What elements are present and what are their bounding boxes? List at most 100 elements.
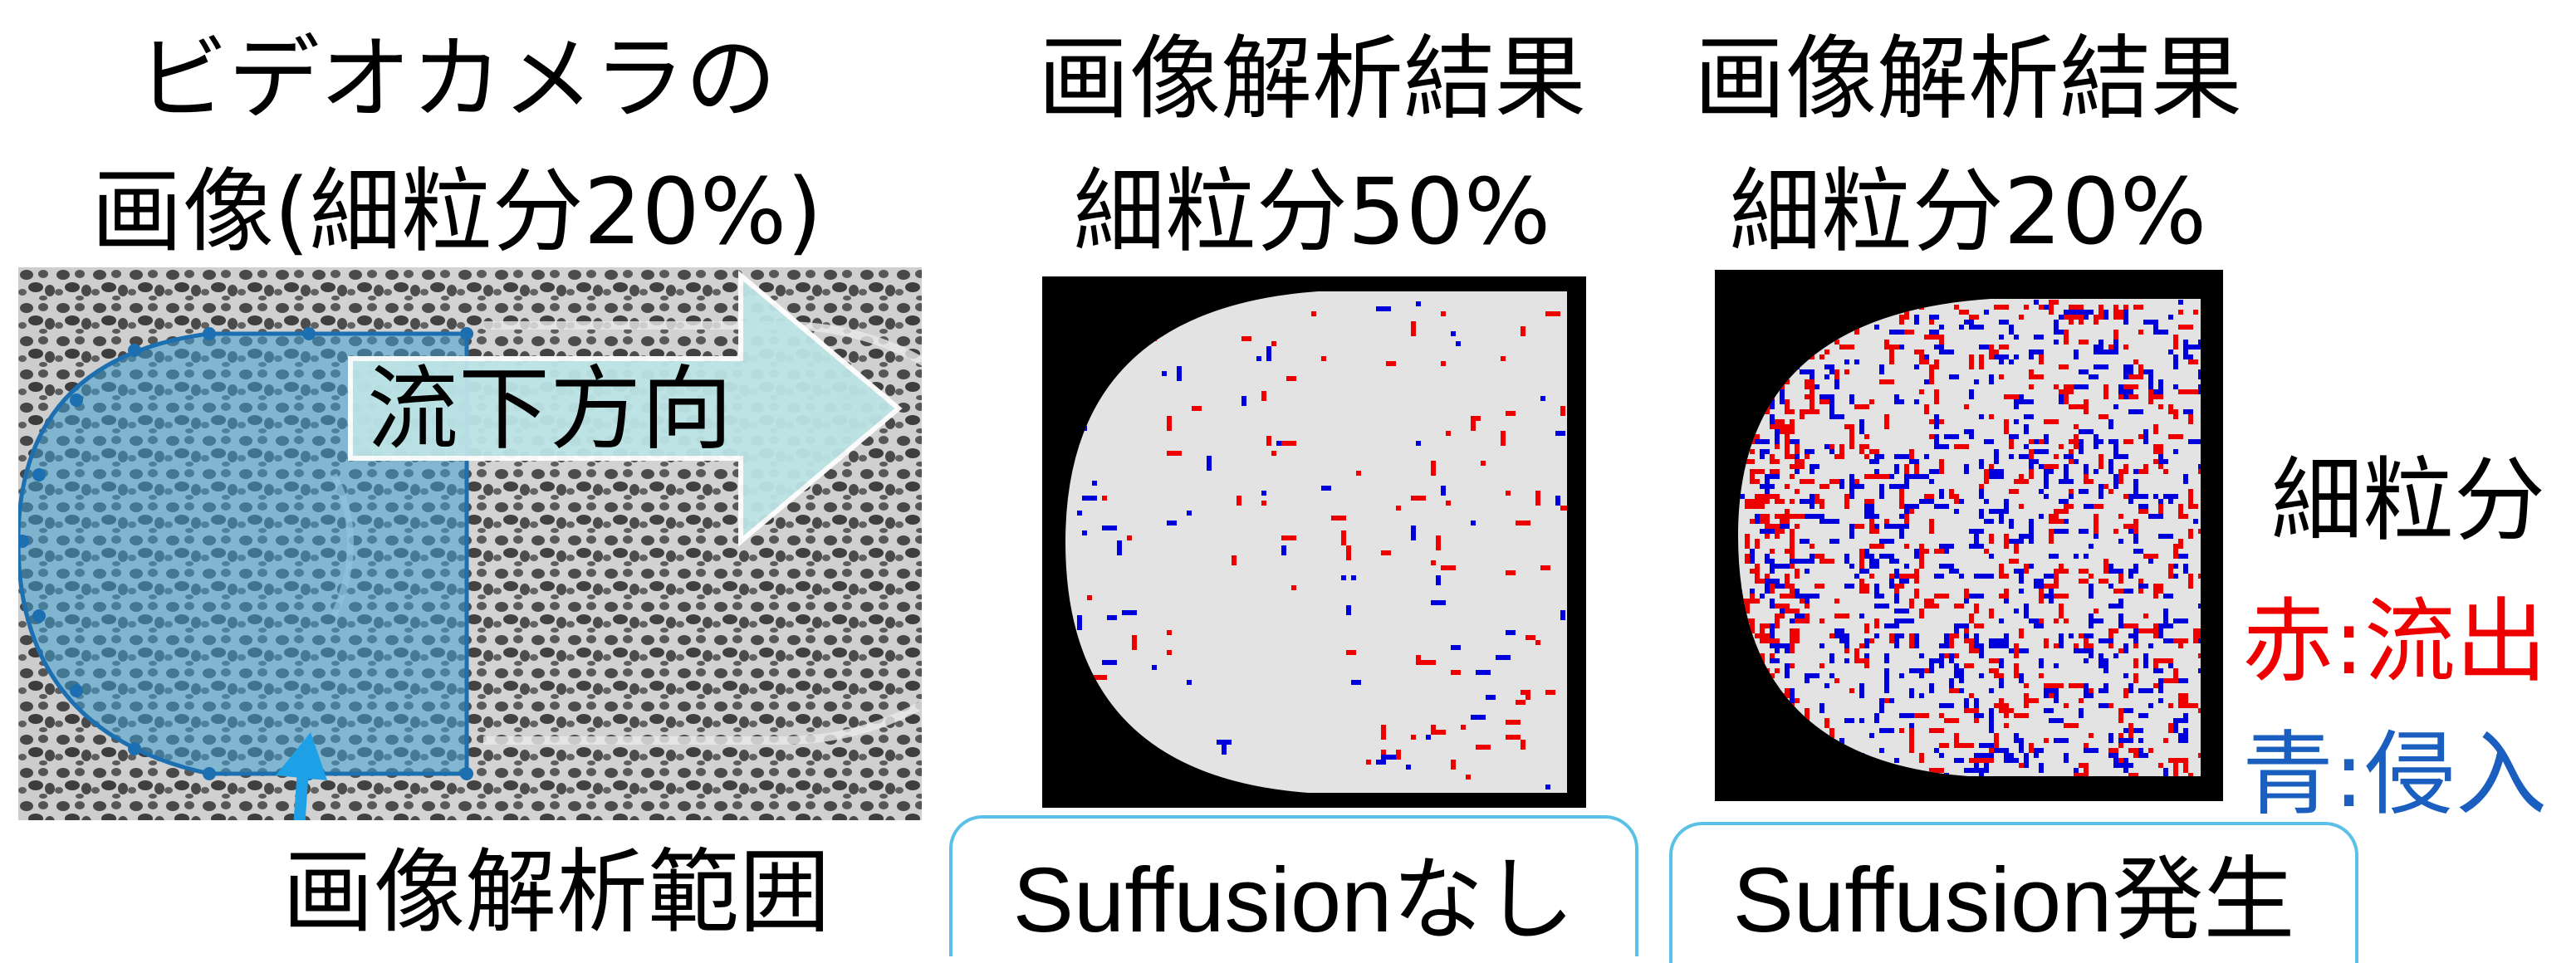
outflow-pixel bbox=[1919, 359, 1929, 364]
inflow-pixel bbox=[1152, 665, 1157, 670]
outflow-pixel bbox=[1745, 534, 1750, 549]
inflow-pixel bbox=[2049, 554, 2059, 559]
right-title-line2: 細粒分20% bbox=[1729, 159, 2207, 265]
inflow-pixel bbox=[1894, 569, 1899, 579]
outflow-pixel bbox=[1755, 579, 1770, 584]
outflow-pixel bbox=[1790, 628, 1795, 638]
outflow-pixel bbox=[1795, 628, 1800, 643]
inflow-pixel bbox=[1829, 653, 1834, 663]
inflow-pixel bbox=[1979, 768, 1984, 776]
inflow-pixel bbox=[2084, 554, 2089, 559]
outflow-pixel bbox=[2089, 688, 2094, 693]
outflow-pixel bbox=[1506, 720, 1521, 725]
outflow-pixel bbox=[1979, 354, 1984, 369]
inflow-pixel bbox=[1810, 494, 1814, 509]
outflow-pixel bbox=[1964, 638, 1969, 643]
inflow-pixel bbox=[2029, 354, 2034, 359]
inflow-pixel bbox=[2118, 599, 2123, 604]
outflow-pixel bbox=[2118, 713, 2123, 718]
inflow-pixel bbox=[2158, 379, 2163, 394]
inflow-pixel bbox=[1217, 740, 1232, 745]
outflow-pixel bbox=[1431, 725, 1436, 730]
inflow-pixel bbox=[2024, 753, 2029, 768]
outflow-pixel bbox=[1545, 311, 1560, 316]
inflow-pixel bbox=[2143, 653, 2148, 668]
inflow-pixel bbox=[1780, 609, 1785, 613]
outflow-pixel bbox=[1904, 544, 1909, 549]
outflow-pixel bbox=[1281, 535, 1296, 540]
outflow-pixel bbox=[1924, 404, 1929, 414]
inflow-pixel bbox=[2158, 623, 2163, 638]
inflow-pixel bbox=[1834, 628, 1839, 638]
outflow-pixel bbox=[1540, 565, 1550, 570]
outflow-pixel bbox=[1271, 341, 1276, 346]
outflow-pixel bbox=[1949, 494, 1959, 499]
inflow-pixel bbox=[2133, 549, 2143, 554]
outflow-pixel bbox=[1740, 599, 1755, 604]
inflow-pixel bbox=[1989, 688, 1994, 693]
inflow-pixel bbox=[2014, 399, 2019, 404]
inflow-pixel bbox=[1999, 678, 2004, 688]
inflow-pixel bbox=[1904, 564, 1909, 569]
outflow-pixel bbox=[1745, 554, 1750, 564]
inflow-pixel bbox=[2118, 539, 2123, 544]
outflow-pixel bbox=[1884, 519, 1889, 524]
inflow-pixel bbox=[1740, 494, 1745, 499]
outflow-pixel bbox=[2009, 489, 2019, 494]
outflow-pixel bbox=[1770, 469, 1780, 474]
outflow-pixel bbox=[1800, 479, 1814, 484]
inflow-pixel bbox=[1959, 325, 1964, 330]
inflow-pixel bbox=[2103, 683, 2108, 688]
outflow-pixel bbox=[1516, 521, 1530, 525]
outflow-pixel bbox=[1864, 584, 1869, 594]
inflow-pixel bbox=[1819, 643, 1824, 648]
outflow-pixel bbox=[1775, 668, 1780, 673]
inflow-pixel bbox=[1894, 618, 1899, 623]
outflow-pixel bbox=[1770, 419, 1785, 424]
outflow-pixel bbox=[1790, 618, 1805, 623]
outflow-pixel bbox=[2198, 708, 2201, 713]
inflow-pixel bbox=[2103, 350, 2118, 354]
inflow-pixel bbox=[2084, 464, 2089, 474]
inflow-pixel bbox=[1431, 600, 1446, 605]
outflow-pixel bbox=[2178, 389, 2183, 394]
outflow-pixel bbox=[1919, 554, 1924, 569]
inflow-pixel bbox=[1979, 489, 1984, 494]
inflow-pixel bbox=[2143, 320, 2158, 325]
inflow-pixel bbox=[2099, 439, 2103, 444]
inflow-pixel bbox=[1989, 554, 1994, 559]
outflow-pixel bbox=[2004, 574, 2009, 579]
outflow-pixel bbox=[1790, 419, 1795, 434]
inflow-pixel bbox=[1760, 529, 1775, 534]
inflow-pixel bbox=[1899, 529, 1904, 539]
inflow-pixel bbox=[1874, 594, 1884, 599]
inflow-pixel bbox=[2128, 499, 2133, 504]
inflow-pixel bbox=[1844, 584, 1854, 589]
inflow-pixel bbox=[1914, 364, 1919, 369]
outflow-pixel bbox=[2123, 688, 2128, 698]
outflow-pixel bbox=[2014, 539, 2019, 554]
outflow-pixel bbox=[2168, 434, 2183, 439]
outflow-pixel bbox=[2118, 310, 2123, 320]
inflow-pixel bbox=[2168, 315, 2173, 320]
inflow-pixel bbox=[2158, 514, 2163, 519]
inflow-pixel bbox=[2029, 529, 2034, 544]
outflow-pixel bbox=[2089, 733, 2094, 738]
region-vertex bbox=[32, 609, 46, 623]
inflow-pixel bbox=[2163, 768, 2168, 776]
inflow-pixel bbox=[2183, 354, 2193, 359]
outflow-pixel bbox=[2079, 763, 2084, 768]
inflow-pixel bbox=[1999, 658, 2004, 668]
inflow-pixel bbox=[1755, 439, 1770, 444]
outflow-pixel bbox=[2193, 628, 2198, 643]
outflow-pixel bbox=[1849, 688, 1854, 693]
outflow-pixel bbox=[1934, 359, 1939, 364]
outflow-pixel bbox=[1854, 404, 1869, 409]
inflow-pixel bbox=[1929, 683, 1934, 693]
outflow-pixel bbox=[1331, 516, 1346, 521]
inflow-pixel bbox=[2198, 638, 2201, 643]
inflow-pixel bbox=[1341, 575, 1346, 580]
inflow-pixel bbox=[1849, 564, 1854, 569]
inflow-pixel bbox=[1824, 374, 1829, 379]
outflow-pixel bbox=[2183, 693, 2188, 703]
